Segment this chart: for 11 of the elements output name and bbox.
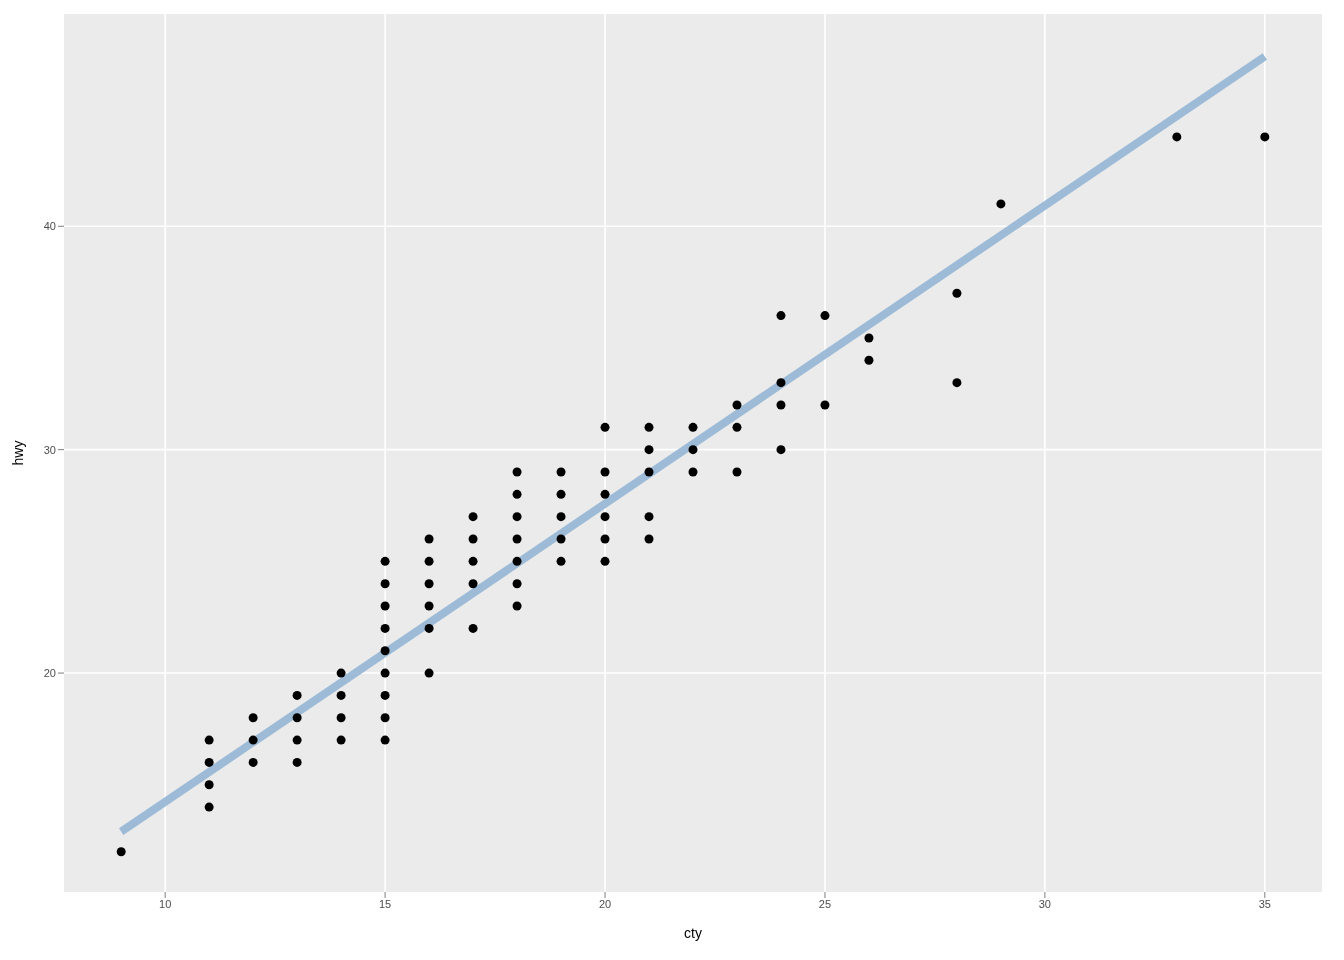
x-tick-label: 30 bbox=[1038, 897, 1052, 910]
x-axis-title: cty bbox=[684, 925, 702, 941]
y-tick-label: 20 bbox=[43, 666, 56, 679]
x-tick-label: 15 bbox=[378, 897, 392, 910]
y-axis-title: hwy bbox=[9, 440, 26, 466]
y-tick-label: 40 bbox=[43, 220, 56, 233]
y-tick-label: 30 bbox=[43, 443, 56, 456]
x-tick-label: 35 bbox=[1258, 897, 1271, 910]
x-tick-label: 20 bbox=[598, 897, 612, 910]
x-tick-label: 25 bbox=[818, 897, 832, 910]
x-tick-label: 10 bbox=[159, 897, 172, 910]
